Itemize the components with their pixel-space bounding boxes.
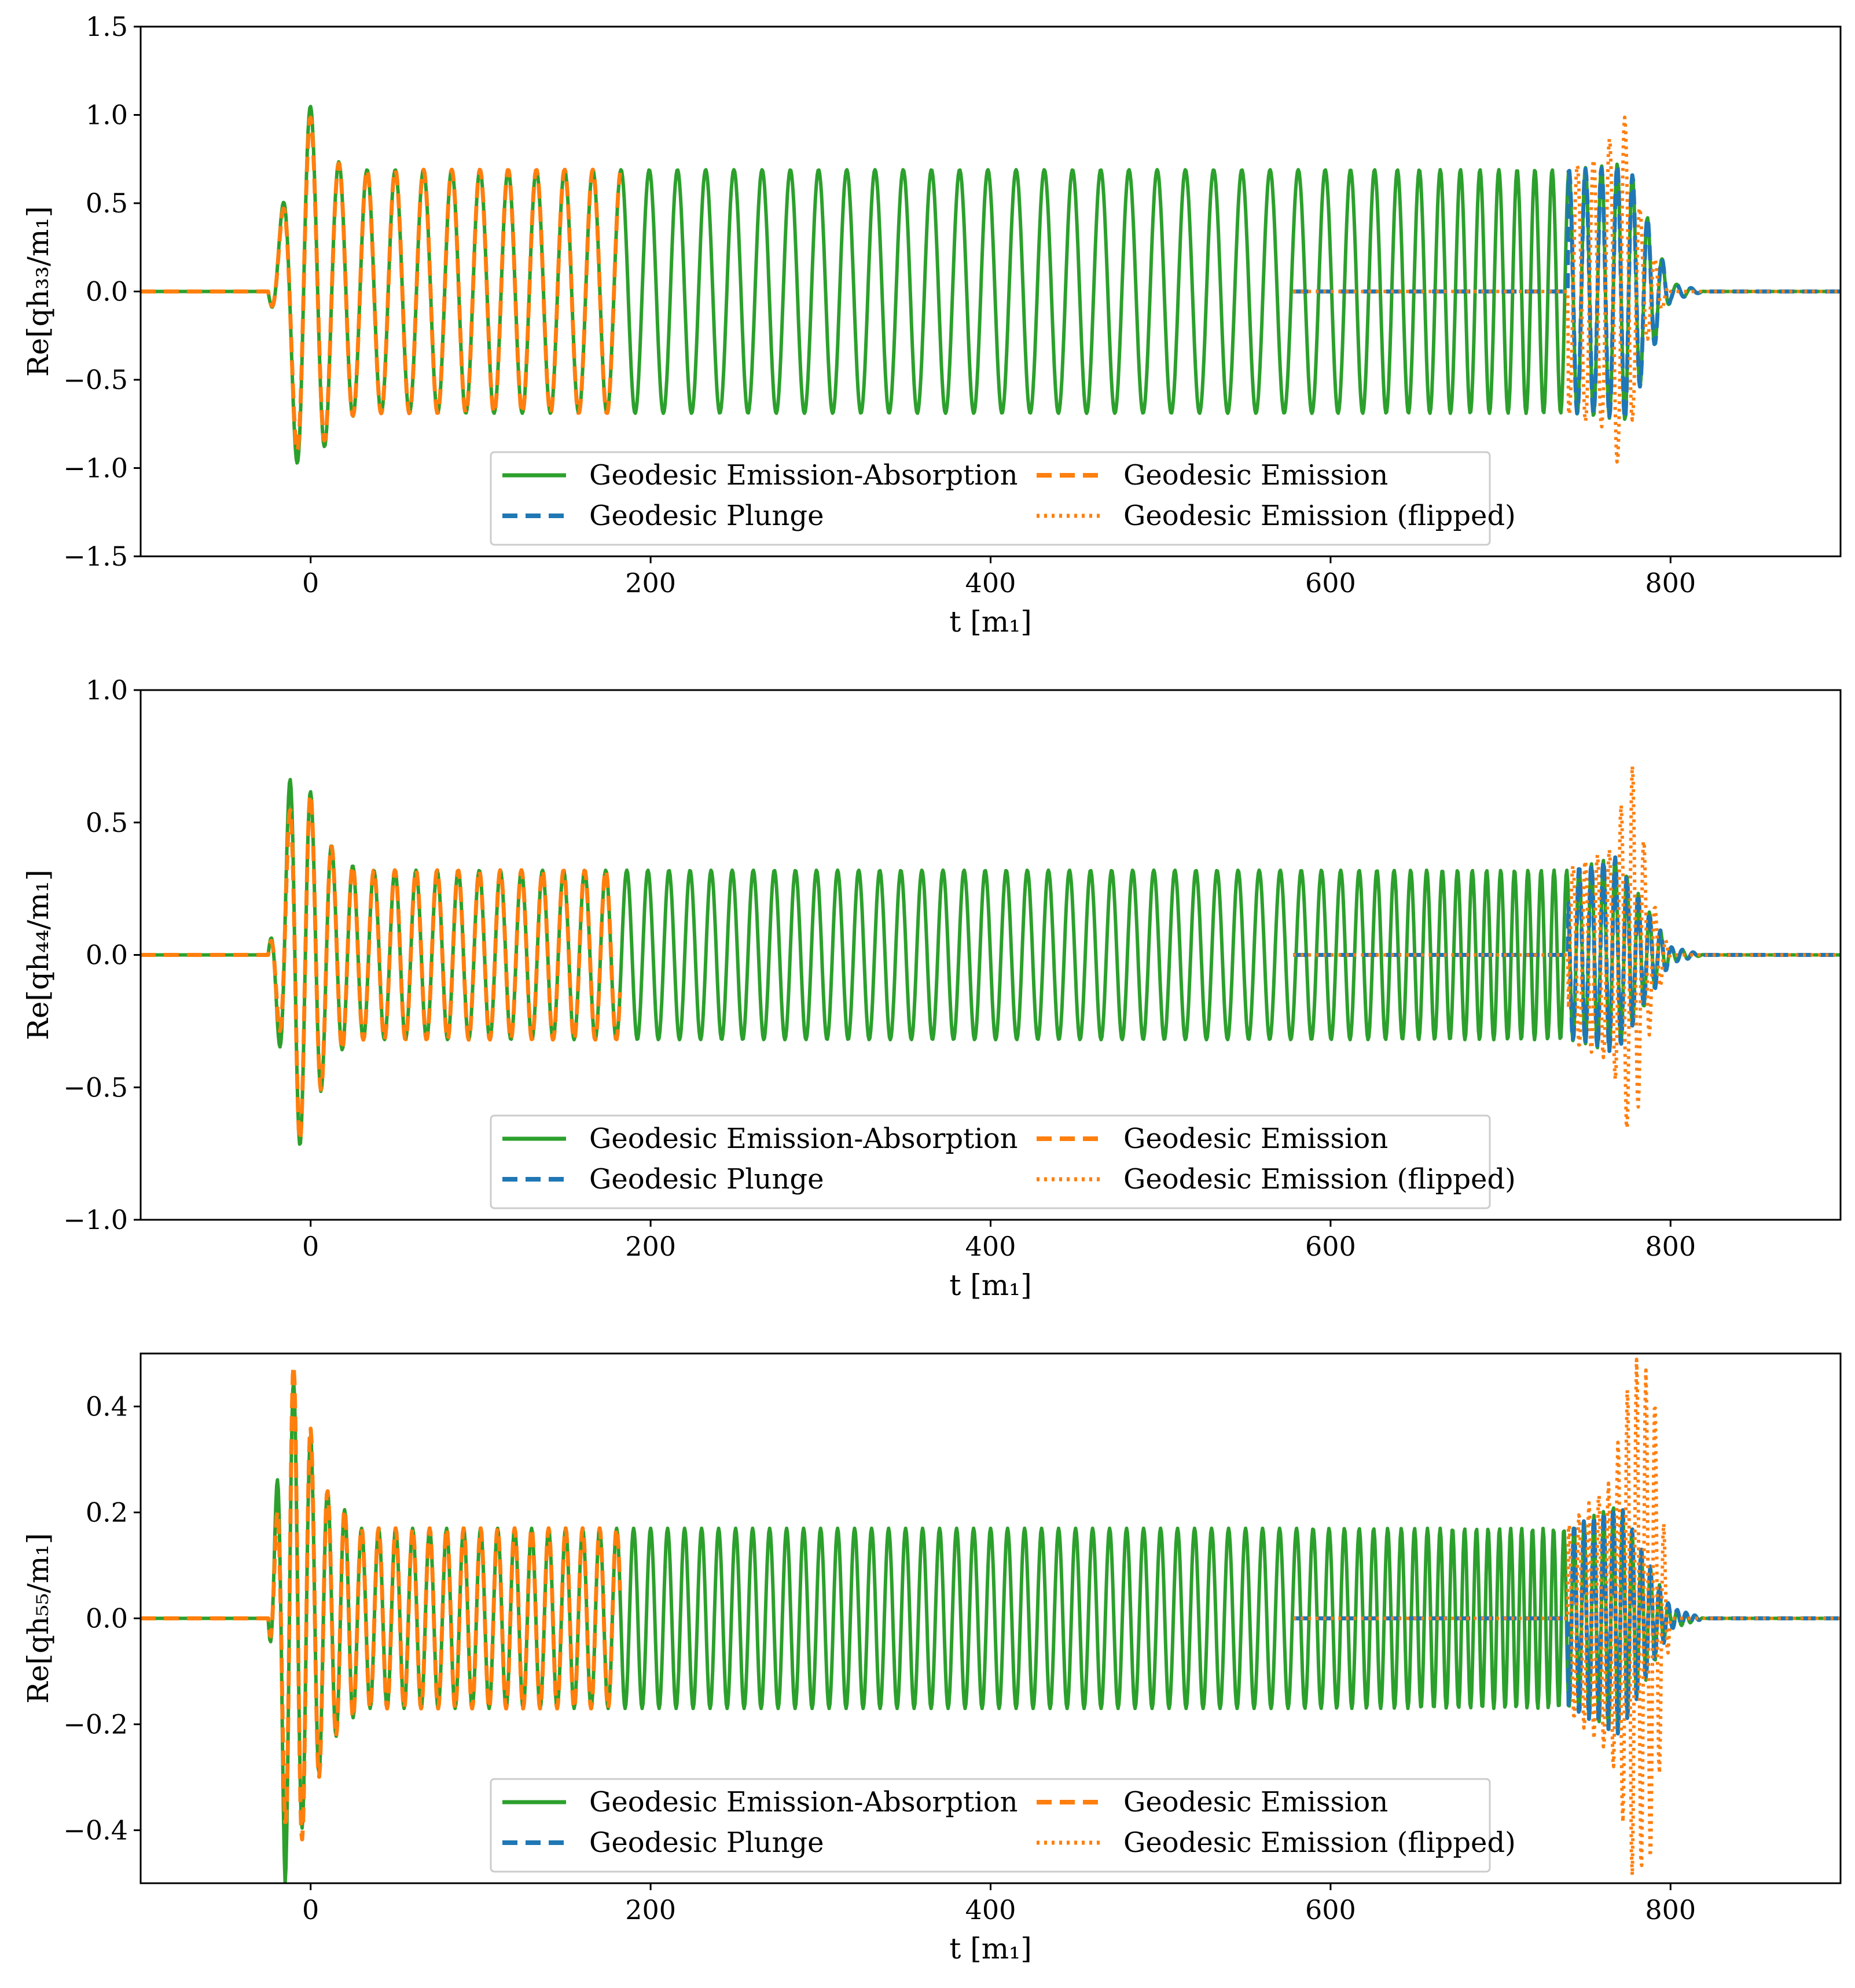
series-line-geodesic-emission [141, 793, 622, 1142]
x-tick-label: 200 [625, 1231, 676, 1262]
y-axis-label: Re[qh₅₅/m₁] [21, 1533, 55, 1704]
x-tick-label: 0 [302, 1231, 319, 1262]
x-axis-label: t [m₁] [949, 1268, 1031, 1302]
x-tick-label: 400 [965, 1231, 1016, 1262]
y-tick-label: −0.2 [63, 1709, 128, 1740]
x-axis-label: t [m₁] [949, 605, 1031, 639]
series-line-geodesic-emission-flipped- [1292, 1358, 1841, 1877]
chart-panel-3: 0 200 400 600 800 0.4 0.2 0.0 −0.2 −0.4 t [m₁] Re[q… [21, 1352, 1842, 1965]
y-axis-label: Re[qh₄₄/m₁] [21, 870, 55, 1040]
x-tick-label: 800 [1645, 1894, 1696, 1925]
legend-label: Geodesic Plunge [589, 500, 824, 532]
y-tick-label: 0.2 [86, 1497, 128, 1528]
y-tick-label: 0.0 [86, 1603, 128, 1634]
y-tick-label: −0.4 [63, 1815, 128, 1846]
x-tick-label: 600 [1305, 567, 1356, 599]
series-line-geodesic-emission-flipped- [1292, 115, 1841, 464]
y-tick-label: −1.0 [63, 1204, 128, 1235]
legend-label: Geodesic Emission-Absorption [589, 459, 1018, 492]
x-tick-label: 0 [302, 567, 319, 599]
x-axis-label: t [m₁] [949, 1932, 1031, 1965]
x-tick-label: 0 [302, 1894, 319, 1925]
x-tick-label: 200 [625, 1894, 676, 1925]
legend-box [490, 451, 1491, 546]
legend-label: Geodesic Emission [1123, 459, 1388, 492]
legend: Geodesic Emission-Absorption Geodesic Plu… [490, 1778, 1516, 1873]
y-tick-label: 1.0 [86, 674, 128, 706]
plot-area [141, 764, 1841, 1146]
y-tick-label: 0.4 [86, 1391, 128, 1422]
y-tick-label: −1.5 [63, 541, 128, 572]
y-tick-label: 0.0 [86, 940, 128, 971]
legend-label: Geodesic Emission (flipped) [1123, 500, 1516, 532]
x-tick-label: 600 [1305, 1231, 1356, 1262]
legend-label: Geodesic Emission-Absorption [589, 1786, 1018, 1818]
y-tick-label: −0.5 [63, 364, 128, 395]
plot-area [141, 1358, 1841, 1883]
legend-label: Geodesic Plunge [589, 1163, 824, 1195]
legend: Geodesic Emission-Absorption Geodesic Plu… [490, 451, 1516, 546]
x-tick-label: 200 [625, 567, 676, 599]
series-line-geodesic-emission [141, 1364, 622, 1842]
legend-label: Geodesic Emission (flipped) [1123, 1826, 1516, 1859]
x-tick-label: 400 [965, 567, 1016, 599]
x-tick-label: 400 [965, 1894, 1016, 1925]
chart-panel-1: 0 200 400 600 800 1.5 1.0 0.5 0.0 −0.5 −1.0 −1.5 t [… [21, 11, 1842, 639]
legend-box [490, 1778, 1491, 1873]
legend-label: Geodesic Emission [1123, 1123, 1388, 1155]
y-tick-label: 0.5 [86, 807, 128, 838]
y-tick-label: −0.5 [63, 1072, 128, 1103]
legend-label: Geodesic Emission (flipped) [1123, 1163, 1516, 1195]
legend-box [490, 1114, 1491, 1209]
y-tick-label: 0.0 [86, 276, 128, 307]
x-tick-label: 600 [1305, 1894, 1356, 1925]
plot-area [141, 105, 1841, 465]
legend: Geodesic Emission-Absorption Geodesic Plu… [490, 1114, 1516, 1209]
y-axis-label: Re[qh₃₃/m₁] [21, 206, 55, 377]
series-line-geodesic-emission [141, 115, 622, 453]
x-tick-label: 800 [1645, 1231, 1696, 1262]
series-line-geodesic-emission-flipped- [1292, 764, 1841, 1130]
y-tick-label: 1.0 [86, 100, 128, 131]
y-tick-label: −1.0 [63, 453, 128, 484]
legend-label: Geodesic Plunge [589, 1826, 824, 1859]
legend-label: Geodesic Emission-Absorption [589, 1123, 1018, 1155]
y-tick-label: 1.5 [86, 11, 128, 42]
chart-panel-2: 0 200 400 600 800 1.0 0.5 0.0 −0.5 −1.0 t [m₁] Re[q… [21, 674, 1842, 1302]
y-tick-label: 0.5 [86, 188, 128, 219]
x-tick-label: 800 [1645, 567, 1696, 599]
legend-label: Geodesic Emission [1123, 1786, 1388, 1818]
